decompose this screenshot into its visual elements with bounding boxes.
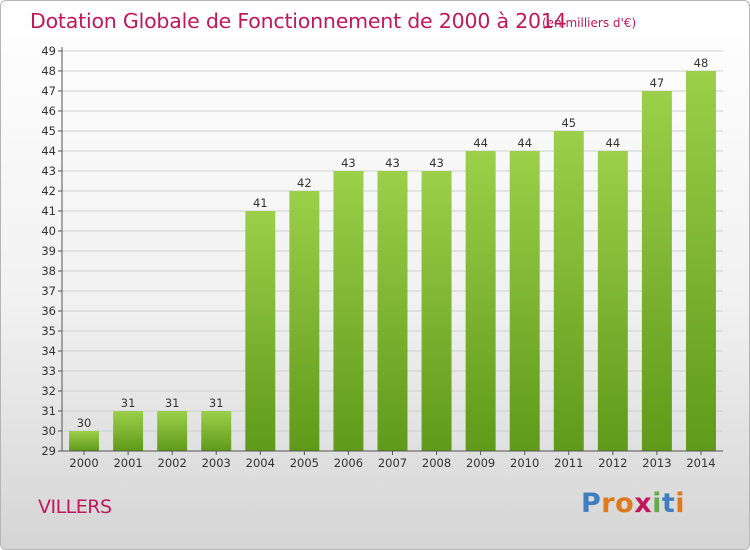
x-tick-label: 2000 [69,456,98,470]
bar-2009 [465,151,496,451]
y-tick-label: 45 [41,124,56,138]
bar-2013 [641,91,672,451]
x-tick-label: 2001 [113,456,142,470]
chart-subtitle: (en milliers d'€) [542,16,637,30]
y-tick-label: 35 [41,324,56,338]
x-tick-label: 2012 [598,456,627,470]
x-tick-label: 2005 [290,456,319,470]
town-name: VILLERS [38,496,112,518]
bar-2005 [289,191,320,451]
x-tick-label: 2006 [334,456,363,470]
axes: 29 30 31 32 33 34 35 36 37 38 39 40 41 42 43 44 45 46 47 48… [41,44,723,470]
logo-letter: r [601,488,616,519]
x-tick-label: 2004 [246,456,275,470]
y-tick-label: 43 [41,164,56,178]
value-label: 41 [253,196,268,210]
x-tick-label: 2013 [642,456,671,470]
y-tick-label: 40 [41,224,56,238]
value-label: 30 [77,416,92,430]
y-tick-label: 37 [41,284,56,298]
y-tick-label: 46 [41,104,56,118]
value-label: 44 [473,136,488,150]
bar-2014 [685,71,716,451]
bars-group: 30 31 31 31 41 42 43 43 43 44 44 45 44 47 48 [69,56,716,451]
logo-letter: o [615,488,635,519]
bar-2002 [157,411,188,451]
value-label: 44 [606,136,621,150]
x-tick-label: 2009 [466,456,495,470]
x-tick-label: 2011 [554,456,583,470]
value-label: 31 [209,396,224,410]
bar-2012 [597,151,628,451]
value-label: 31 [165,396,180,410]
y-tick-label: 41 [41,204,56,218]
value-label: 48 [694,56,709,70]
value-label: 31 [121,396,136,410]
value-label: 43 [341,156,356,170]
value-label: 45 [561,116,576,130]
bar-2010 [509,151,540,451]
bar-2007 [377,171,408,451]
value-label: 44 [517,136,532,150]
logo-letter: x [634,488,653,519]
x-tick-label: 2007 [378,456,407,470]
y-tick-label: 38 [41,264,56,278]
bar-2001 [113,411,144,451]
value-label: 43 [385,156,400,170]
chart-title: Dotation Globale de Fonctionnement de 20… [30,9,567,33]
logo-letter: i [652,488,662,519]
bar-2011 [553,131,584,451]
bar-2008 [421,171,452,451]
logo-letter: t [661,488,676,519]
y-tick-label: 36 [41,304,56,318]
y-tick-label: 34 [41,344,56,358]
y-tick-label: 42 [41,184,56,198]
y-tick-label: 44 [41,144,56,158]
x-tick-label: 2003 [202,456,231,470]
y-tick-label: 30 [41,424,56,438]
x-tick-label: 2010 [510,456,539,470]
value-label: 47 [650,76,665,90]
bar-2000 [69,431,100,451]
y-tick-label: 49 [41,44,56,58]
y-tick-label: 48 [41,64,56,78]
logo-letter: P [581,488,602,519]
bar-2003 [201,411,232,451]
x-tick-label: 2008 [422,456,451,470]
y-tick-label: 33 [41,364,56,378]
bar-2006 [333,171,364,451]
value-label: 43 [429,156,444,170]
x-tick-label: 2002 [158,456,187,470]
bar-2004 [245,211,276,451]
value-label: 42 [297,176,312,190]
y-tick-label: 39 [41,244,56,258]
proxiti-logo[interactable]: Proxiti [581,488,685,519]
y-tick-label: 31 [41,404,56,418]
x-tick-label: 2014 [686,456,715,470]
y-tick-label: 47 [41,84,56,98]
y-tick-label: 29 [41,444,56,458]
y-tick-label: 32 [41,384,56,398]
logo-letter: i [675,488,686,519]
